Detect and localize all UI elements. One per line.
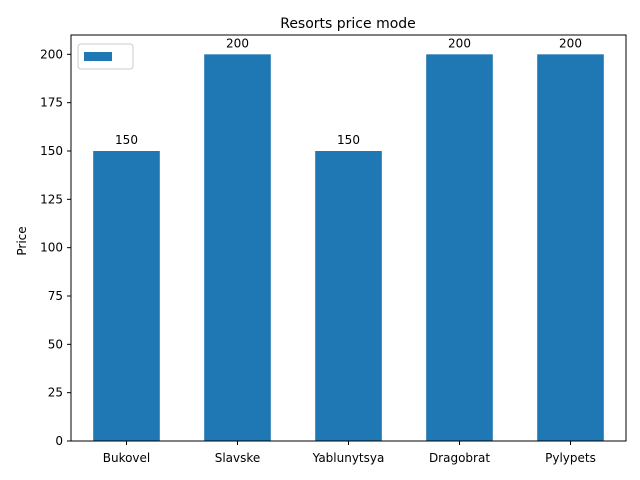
bar-yablunytsya <box>315 151 382 441</box>
y-tick-label: 125 <box>40 192 63 206</box>
x-tick-label: Dragobrat <box>429 451 490 465</box>
x-tick-label: Yablunytsya <box>312 451 385 465</box>
x-tick-label: Bukovel <box>103 451 151 465</box>
legend <box>77 43 134 70</box>
data-label-yablunytsya: 150 <box>337 133 360 147</box>
data-label-bukovel: 150 <box>115 133 138 147</box>
y-tick-label: 150 <box>40 144 63 158</box>
bar-dragobrat <box>426 54 493 441</box>
legend-swatch <box>84 52 112 61</box>
y-axis-label: Price <box>15 226 29 255</box>
y-tick-label: 75 <box>48 289 63 303</box>
bar-bukovel <box>93 151 160 441</box>
x-tick-label: Pylypets <box>545 451 596 465</box>
bar-slavske <box>204 54 271 441</box>
chart-title: Resorts price mode <box>280 16 416 32</box>
data-label-slavske: 200 <box>226 36 249 50</box>
y-tick-label: 200 <box>40 47 63 61</box>
plot-area: 150 Bukovel 200 Slavske 150 Yablunytsya 200 Dra… <box>40 34 627 465</box>
y-tick-label: 0 <box>55 434 63 448</box>
data-label-dragobrat: 200 <box>448 36 471 50</box>
y-tick-label: 175 <box>40 96 63 110</box>
x-tick-label: Slavske <box>215 451 261 465</box>
y-tick-label: 100 <box>40 241 63 255</box>
y-tick-label: 50 <box>48 337 63 351</box>
data-label-pylypets: 200 <box>559 36 582 50</box>
y-tick-label: 25 <box>48 386 63 400</box>
axes-frame <box>70 34 627 442</box>
bar-pylypets <box>537 54 604 441</box>
